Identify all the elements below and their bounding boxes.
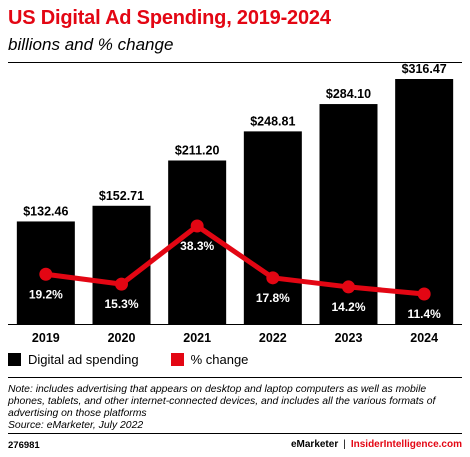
chart-id: 276981 bbox=[8, 440, 40, 451]
x-tick-label-2023: 2023 bbox=[335, 331, 363, 345]
legend-item-spending: Digital ad spending bbox=[8, 352, 139, 367]
bar-2024 bbox=[395, 79, 454, 324]
x-tick-label-2021: 2021 bbox=[183, 331, 211, 345]
x-tick-label-2020: 2020 bbox=[108, 331, 136, 345]
x-tick-label-2024: 2024 bbox=[410, 331, 438, 345]
emarketer-logo-text: eMarketer bbox=[290, 439, 339, 450]
chart-subtitle: billions and % change bbox=[8, 35, 174, 54]
change-point-2023 bbox=[342, 280, 355, 294]
bar-value-label-2020: $152.71 bbox=[99, 189, 144, 203]
legend-swatch-spending bbox=[8, 353, 21, 366]
change-point-2020 bbox=[115, 277, 128, 291]
bar-value-label-2023: $284.10 bbox=[326, 87, 371, 101]
chart-title: US Digital Ad Spending, 2019-2024 bbox=[8, 7, 331, 29]
x-tick-label-2019: 2019 bbox=[32, 331, 60, 345]
note-divider bbox=[8, 377, 462, 378]
change-value-label-2021: 38.3% bbox=[180, 239, 214, 253]
legend-item-change: % change bbox=[170, 352, 249, 367]
bar-value-label-2024: $316.47 bbox=[402, 62, 447, 76]
bar-2020 bbox=[92, 205, 151, 324]
change-point-2022 bbox=[266, 271, 280, 285]
bar-value-label-2019: $132.46 bbox=[23, 204, 68, 218]
legend-label-spending: Digital ad spending bbox=[28, 352, 139, 367]
change-point-2024 bbox=[417, 287, 431, 301]
change-value-label-2019: 19.2% bbox=[29, 287, 63, 301]
change-point-2019 bbox=[39, 267, 53, 281]
legend-label-change: % change bbox=[190, 352, 249, 367]
legend-swatch-change bbox=[170, 353, 184, 366]
change-point-2021 bbox=[190, 219, 204, 233]
bar-2022 bbox=[243, 131, 302, 324]
brand-separator: | bbox=[343, 439, 346, 450]
note-text: Note: includes advertising that appears … bbox=[8, 384, 436, 419]
bar-value-label-2021: $211.20 bbox=[175, 143, 220, 157]
change-value-label-2023: 14.2% bbox=[331, 300, 365, 314]
change-line bbox=[43, 223, 427, 297]
chart-note: Note: includes advertising that appears … bbox=[8, 384, 462, 432]
source-text: Source: eMarketer, July 2022 bbox=[8, 420, 144, 431]
bar-value-label-2022: $248.81 bbox=[250, 114, 295, 128]
chart-svg: $132.46 $152.71 $211.20 $248.81 $284.10 $316.… bbox=[8, 62, 462, 345]
footer-divider bbox=[8, 433, 462, 434]
footer-brand: eMarketer | InsiderIntelligence.com bbox=[291, 439, 462, 450]
legend: Digital ad spending % change bbox=[8, 352, 280, 367]
change-value-label-2022: 17.8% bbox=[256, 291, 290, 305]
change-value-label-2024: 11.4% bbox=[407, 307, 441, 321]
x-tick-label-2022: 2022 bbox=[259, 331, 287, 345]
change-value-label-2020: 15.3% bbox=[104, 297, 138, 311]
top-divider bbox=[8, 62, 462, 63]
insider-intelligence-logo-text: InsiderIntelligence.com bbox=[350, 439, 462, 450]
